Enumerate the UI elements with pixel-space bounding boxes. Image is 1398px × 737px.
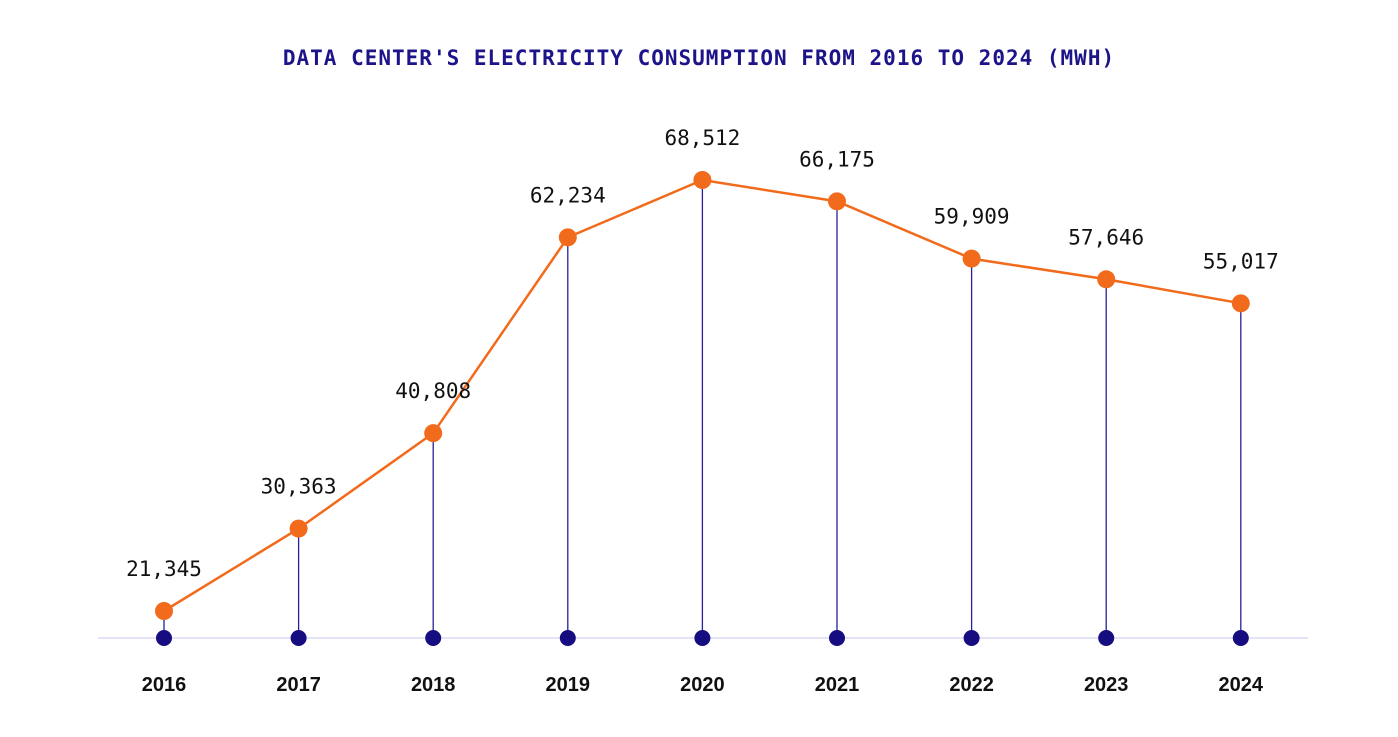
value-label-2021: 66,175 (799, 147, 875, 171)
x-tick-label-2017: 2017 (276, 674, 321, 696)
x-tick-label-2022: 2022 (949, 674, 994, 696)
x-tick-label-2021: 2021 (815, 674, 860, 696)
value-label-2023: 57,646 (1068, 225, 1144, 249)
x-tick-label-2020: 2020 (680, 674, 725, 696)
value-label-2019: 62,234 (530, 183, 606, 207)
data-point-2018 (424, 424, 443, 443)
base-dot-2017 (290, 630, 307, 646)
value-label-2024: 55,017 (1203, 249, 1279, 273)
base-dot-2019 (559, 630, 576, 646)
data-point-2017 (289, 519, 308, 538)
value-label-2018: 40,808 (395, 379, 471, 403)
data-point-2023 (1097, 270, 1116, 289)
value-label-2016: 21,345 (126, 557, 202, 581)
x-tick-label-2023: 2023 (1084, 674, 1129, 696)
base-dot-2018 (425, 630, 442, 646)
value-label-2022: 59,909 (934, 205, 1010, 229)
x-tick-label-2016: 2016 (142, 674, 187, 696)
data-point-2024 (1231, 294, 1250, 313)
base-dot-2020 (694, 630, 711, 646)
base-dot-2024 (1232, 630, 1249, 646)
base-dot-2022 (963, 630, 980, 646)
x-tick-label-2019: 2019 (546, 674, 591, 696)
chart-title: DATA CENTER'S ELECTRICITY CONSUMPTION FR… (282, 46, 1116, 70)
data-point-2021 (828, 192, 846, 211)
data-point-2019 (558, 228, 577, 247)
x-tick-label-2018: 2018 (411, 674, 456, 696)
data-point-2022 (962, 249, 981, 268)
base-dot-2021 (829, 630, 845, 646)
value-label-2017: 30,363 (261, 475, 337, 499)
value-label-2020: 68,512 (664, 126, 740, 150)
base-dot-2023 (1098, 630, 1115, 646)
x-tick-label-2024: 2024 (1219, 674, 1264, 696)
data-point-2020 (693, 171, 712, 189)
base-dot-2016 (156, 630, 172, 646)
data-point-2016 (155, 602, 173, 620)
